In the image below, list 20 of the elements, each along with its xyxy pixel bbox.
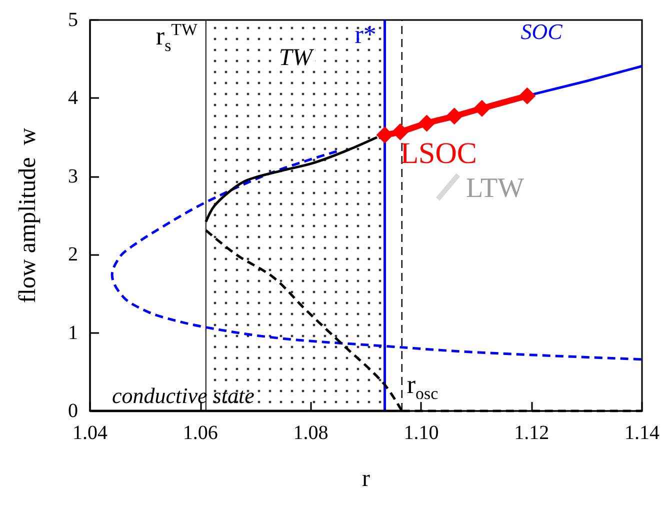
- x-axis-title: r: [362, 466, 370, 492]
- y-tick-label: 2: [68, 244, 78, 266]
- x-tick-label: 1.10: [404, 422, 439, 444]
- ref-line-label: r$_{osc}$: [406, 370, 438, 404]
- x-tick-label: 1.06: [182, 422, 218, 444]
- series-label: LTW: [466, 172, 524, 204]
- y-tick-label: 5: [68, 9, 78, 31]
- x-tick-label: 1.12: [514, 422, 550, 444]
- series-label: LSOC: [400, 137, 477, 170]
- x-tick-label: 1.04: [72, 422, 108, 444]
- series-label: SOC: [520, 18, 562, 44]
- x-tick-label: 1.14: [624, 422, 660, 444]
- band-label: TW: [276, 45, 316, 71]
- y-tick-label: 3: [68, 165, 78, 188]
- y-axis-title: flow amplitude w: [15, 127, 41, 304]
- ref-line-label: r*: [354, 20, 376, 49]
- x-tick-label: 1.08: [293, 422, 328, 444]
- y-tick-label: 4: [68, 87, 78, 110]
- y-tick-label: 1: [68, 322, 78, 344]
- y-tick-label: 0: [68, 400, 78, 422]
